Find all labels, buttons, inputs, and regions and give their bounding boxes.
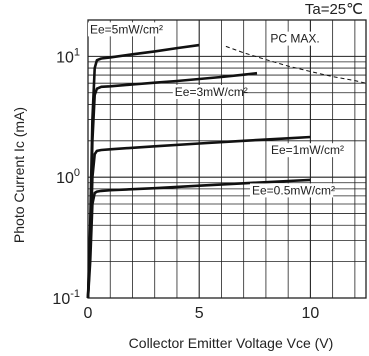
annotation-pc-max-bg [268, 31, 319, 46]
x-tick-label: 10 [302, 305, 320, 322]
annotation-ee-3: Ee=3mW/cm² [175, 85, 248, 99]
annotations: Ee=5mW/cm² Ee=3mW/cm² Ee=1mW/cm² Ee=0.5mW/c… [88, 22, 344, 198]
annotation-ee-05-bg [250, 183, 334, 198]
y-tick-label: 10-1 [52, 288, 80, 308]
series-line-1 [86, 71, 258, 299]
annotation-ee-1-bg [269, 143, 339, 158]
pc-max-curve [225, 45, 367, 84]
y-tick-label: 100 [56, 167, 80, 187]
series-lines [86, 43, 311, 299]
annotation-ee-3-bg [172, 84, 243, 99]
annotation-ee-5: Ee=5mW/cm² [90, 22, 163, 36]
y-tick-label: 101 [56, 46, 80, 66]
series-line-3 [86, 178, 311, 299]
pc-max-line [225, 45, 367, 84]
plot-frame [87, 19, 367, 299]
grid-lines [88, 20, 366, 298]
annotation-ee-05: Ee=0.5mW/cm² [252, 183, 335, 197]
tick-labels: 0 5 10 10-1 100 101 [52, 46, 319, 322]
annotation-ee-1: Ee=1mW/cm² [271, 143, 344, 157]
x-axis-title: Collector Emitter Voltage Vce (V) [129, 335, 334, 351]
annotation-pc-max: PC MAX. [270, 32, 319, 46]
annotation-ee-5-bg [88, 22, 158, 37]
condition-label: Ta=25℃ [305, 1, 363, 18]
x-tick-label: 5 [195, 305, 204, 322]
y-axis-title: Photo Current Ic (mA) [11, 107, 27, 243]
x-tick-label: 0 [84, 305, 93, 322]
series-line-2 [86, 135, 311, 299]
